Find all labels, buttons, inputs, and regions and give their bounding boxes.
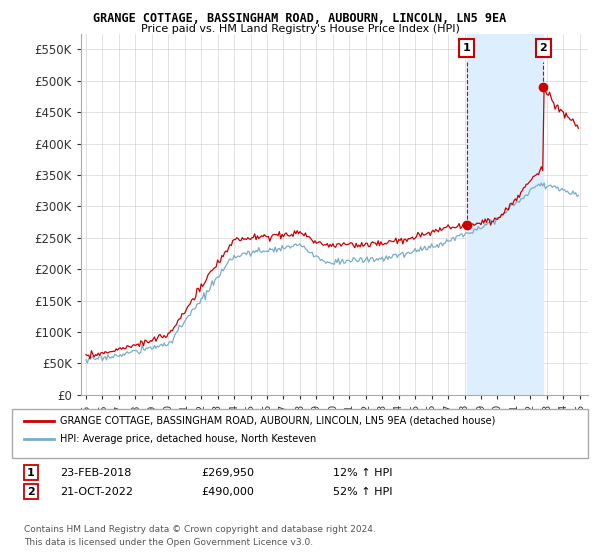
Bar xyxy=(467,34,544,395)
Text: This data is licensed under the Open Government Licence v3.0.: This data is licensed under the Open Gov… xyxy=(24,538,313,547)
Text: 2: 2 xyxy=(539,43,547,53)
Text: 2: 2 xyxy=(27,487,35,497)
Text: £269,950: £269,950 xyxy=(201,468,254,478)
Text: £490,000: £490,000 xyxy=(201,487,254,497)
Text: HPI: Average price, detached house, North Kesteven: HPI: Average price, detached house, Nort… xyxy=(60,434,316,444)
Text: Price paid vs. HM Land Registry's House Price Index (HPI): Price paid vs. HM Land Registry's House … xyxy=(140,24,460,34)
Text: 1: 1 xyxy=(27,468,35,478)
Text: 21-OCT-2022: 21-OCT-2022 xyxy=(60,487,133,497)
Text: 52% ↑ HPI: 52% ↑ HPI xyxy=(333,487,392,497)
Text: 1: 1 xyxy=(463,43,470,53)
Text: Contains HM Land Registry data © Crown copyright and database right 2024.: Contains HM Land Registry data © Crown c… xyxy=(24,525,376,534)
Text: GRANGE COTTAGE, BASSINGHAM ROAD, AUBOURN, LINCOLN, LN5 9EA (detached house): GRANGE COTTAGE, BASSINGHAM ROAD, AUBOURN… xyxy=(60,416,496,426)
Text: 23-FEB-2018: 23-FEB-2018 xyxy=(60,468,131,478)
Text: GRANGE COTTAGE, BASSINGHAM ROAD, AUBOURN, LINCOLN, LN5 9EA: GRANGE COTTAGE, BASSINGHAM ROAD, AUBOURN… xyxy=(94,12,506,25)
Text: 12% ↑ HPI: 12% ↑ HPI xyxy=(333,468,392,478)
